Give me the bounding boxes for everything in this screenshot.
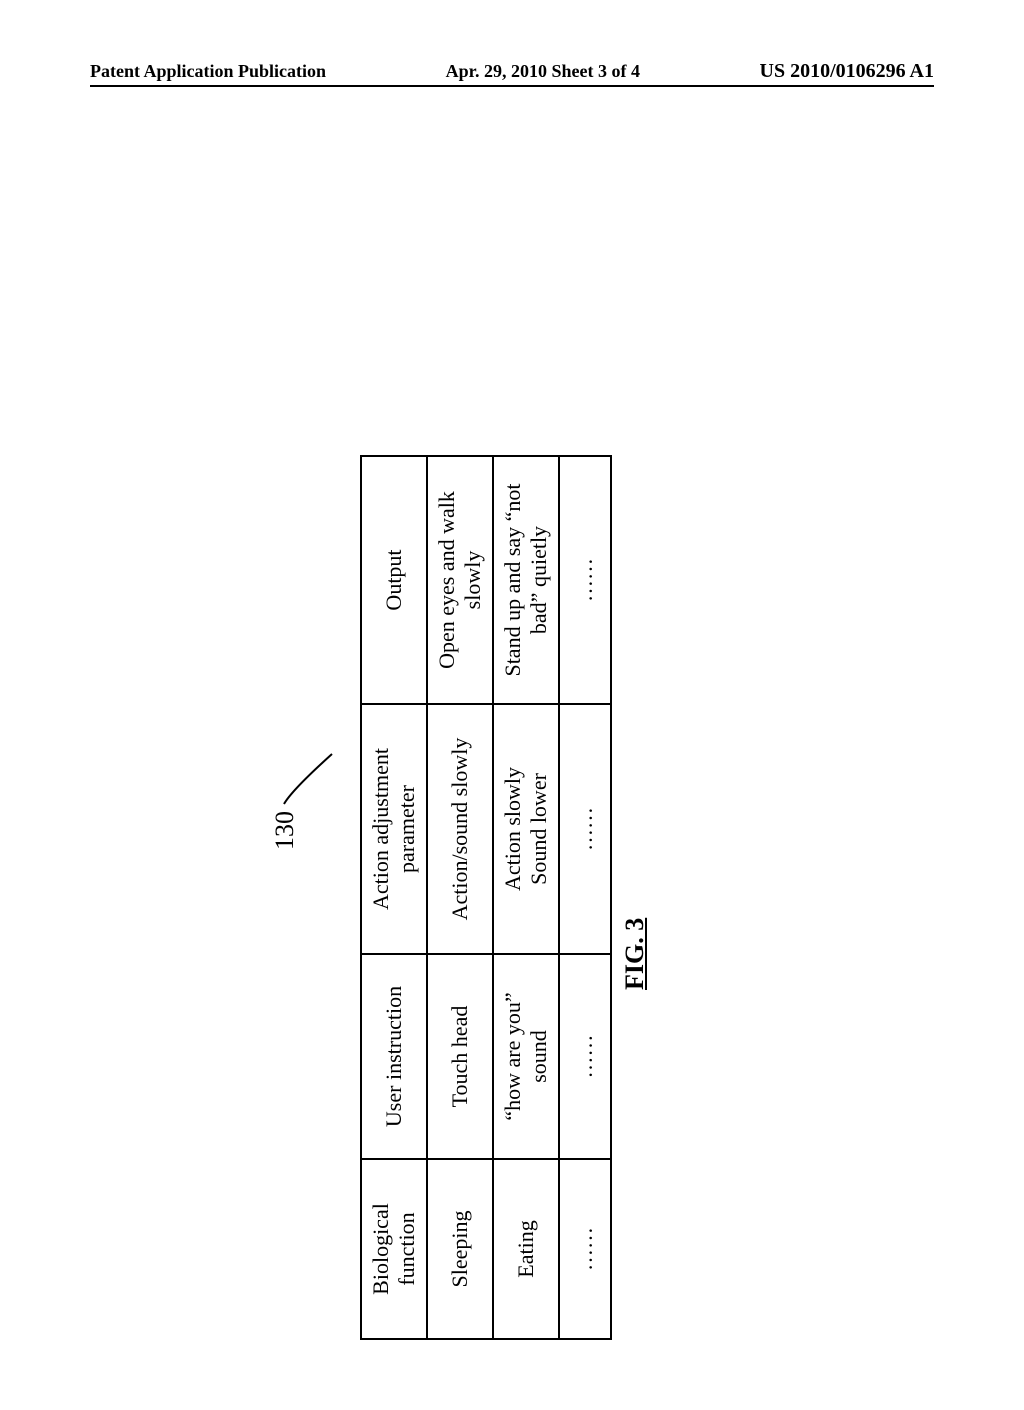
cell-user: “how are you” sound (493, 954, 559, 1159)
table-header-row: Biological function User instruction Act… (361, 456, 427, 1339)
header-center: Apr. 29, 2010 Sheet 3 of 4 (446, 61, 640, 82)
reference-callout: 130 (270, 730, 362, 850)
col-adjust-header: Action adjustment parameter (361, 704, 427, 954)
table-row: Eating “how are you” sound Action slowly… (493, 456, 559, 1339)
figure-caption: FIG. 3 (620, 918, 650, 990)
cell-bio: Eating (493, 1159, 559, 1339)
table-row: …… …… …… …… (559, 456, 611, 1339)
leader-line-icon (270, 730, 362, 850)
table-row: Sleeping Touch head Action/sound slowly … (427, 456, 493, 1339)
cell-out: Open eyes and walk slowly (427, 456, 493, 704)
cell-adj: …… (559, 704, 611, 954)
header-left: Patent Application Publication (90, 61, 326, 82)
cell-bio: Sleeping (427, 1159, 493, 1339)
cell-adj: Action slowly Sound lower (493, 704, 559, 954)
cell-bio: …… (559, 1159, 611, 1339)
figure-area: 130 Biological function User instruction… (0, 180, 1024, 1080)
col-user-header: User instruction (361, 954, 427, 1159)
cell-user: Touch head (427, 954, 493, 1159)
cell-out: …… (559, 456, 611, 704)
cell-user: …… (559, 954, 611, 1159)
page-header: Patent Application Publication Apr. 29, … (0, 60, 1024, 87)
parameter-table: Biological function User instruction Act… (360, 455, 612, 1340)
col-output-header: Output (361, 456, 427, 704)
col-bio-header: Biological function (361, 1159, 427, 1339)
figure-stage: 130 Biological function User instruction… (300, 450, 720, 1410)
header-row: Patent Application Publication Apr. 29, … (90, 60, 934, 87)
cell-adj: Action/sound slowly (427, 704, 493, 954)
header-right: US 2010/0106296 A1 (760, 60, 934, 83)
cell-out: Stand up and say “not bad” quietly (493, 456, 559, 704)
